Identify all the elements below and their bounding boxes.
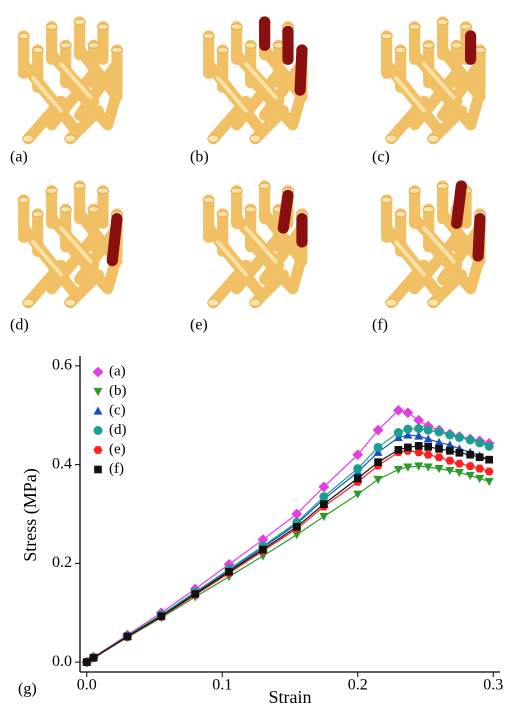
x-tick-label: 0.0 bbox=[77, 677, 97, 694]
data-point bbox=[124, 633, 132, 641]
x-tick-label: 0.3 bbox=[483, 677, 503, 694]
data-point bbox=[424, 443, 432, 451]
y-tick-label: 0.4 bbox=[52, 455, 72, 472]
figure: (a) (b) (c) (d) (e) (f) (g) Strain Stres… bbox=[0, 0, 511, 709]
data-point bbox=[353, 464, 362, 473]
rendering-e bbox=[203, 183, 308, 306]
x-tick-label: 0.2 bbox=[348, 677, 368, 694]
data-point bbox=[191, 590, 199, 598]
legend-label: (b) bbox=[109, 383, 127, 399]
data-point bbox=[455, 433, 464, 442]
y-tick-label: 0.0 bbox=[52, 653, 72, 670]
panel-label: (b) bbox=[190, 149, 209, 166]
panel-label: (e) bbox=[190, 317, 208, 334]
data-point bbox=[319, 492, 328, 501]
data-point bbox=[319, 513, 328, 521]
legend-label: (f) bbox=[109, 461, 124, 477]
data-point bbox=[415, 442, 423, 450]
y-tick-label: 0.6 bbox=[52, 357, 72, 374]
legend-marker bbox=[94, 407, 103, 415]
data-point bbox=[485, 456, 493, 464]
data-point bbox=[402, 407, 413, 418]
data-point bbox=[374, 476, 383, 484]
legend-marker bbox=[94, 426, 103, 435]
panel-label: (a) bbox=[10, 149, 28, 166]
data-point bbox=[475, 465, 484, 473]
data-point bbox=[466, 435, 475, 444]
rendering-d bbox=[18, 183, 123, 306]
data-point bbox=[354, 475, 362, 483]
data-point bbox=[374, 458, 382, 466]
data-point bbox=[485, 468, 494, 476]
legend-marker bbox=[94, 466, 102, 474]
data-point bbox=[414, 424, 423, 433]
data-point bbox=[435, 428, 444, 437]
panel-label: (f) bbox=[372, 317, 388, 334]
x-axis-label: Strain bbox=[269, 687, 312, 707]
data-point bbox=[435, 453, 444, 461]
data-point bbox=[394, 428, 403, 437]
data-point bbox=[157, 612, 165, 620]
data-point bbox=[446, 447, 454, 455]
panel-label: (c) bbox=[372, 149, 390, 166]
data-point bbox=[445, 457, 454, 465]
data-point bbox=[259, 546, 267, 554]
legend-marker bbox=[93, 367, 104, 378]
x-tick-label: 0.1 bbox=[212, 677, 232, 694]
legend-label: (e) bbox=[109, 441, 126, 457]
data-point bbox=[90, 654, 98, 662]
data-point bbox=[475, 438, 484, 447]
data-point bbox=[424, 426, 433, 435]
data-point bbox=[456, 449, 464, 457]
data-point bbox=[445, 431, 454, 440]
y-tick-label: 0.2 bbox=[52, 554, 72, 571]
rendering-a bbox=[18, 19, 123, 142]
data-point bbox=[424, 451, 433, 459]
data-point bbox=[404, 444, 412, 452]
data-point bbox=[435, 445, 443, 453]
data-point bbox=[413, 415, 424, 426]
data-point bbox=[466, 462, 475, 470]
series-line bbox=[87, 451, 489, 662]
series-line bbox=[87, 466, 489, 662]
legend-label: (c) bbox=[109, 402, 126, 418]
series-line bbox=[87, 446, 489, 662]
legend-label: (d) bbox=[109, 422, 127, 438]
data-point bbox=[485, 478, 494, 486]
data-point bbox=[374, 443, 383, 452]
data-point bbox=[394, 466, 403, 474]
y-axis-label: Stress (MPa) bbox=[20, 468, 41, 562]
data-point bbox=[466, 451, 474, 459]
data-point bbox=[225, 568, 233, 576]
legend-marker bbox=[94, 446, 103, 454]
data-point bbox=[485, 442, 494, 451]
rendering-f bbox=[381, 183, 486, 306]
data-point bbox=[320, 500, 328, 508]
data-point bbox=[293, 523, 301, 531]
data-point bbox=[395, 446, 403, 454]
panel-label: (d) bbox=[10, 317, 29, 334]
data-point bbox=[476, 453, 484, 461]
data-point bbox=[83, 658, 91, 666]
data-point bbox=[353, 491, 362, 499]
data-point bbox=[455, 460, 464, 468]
data-point bbox=[403, 425, 412, 434]
rendering-c bbox=[381, 19, 486, 142]
legend-label: (a) bbox=[109, 363, 126, 379]
legend-marker bbox=[94, 388, 103, 396]
panel-label: (g) bbox=[18, 681, 37, 698]
rendering-b bbox=[203, 19, 308, 142]
